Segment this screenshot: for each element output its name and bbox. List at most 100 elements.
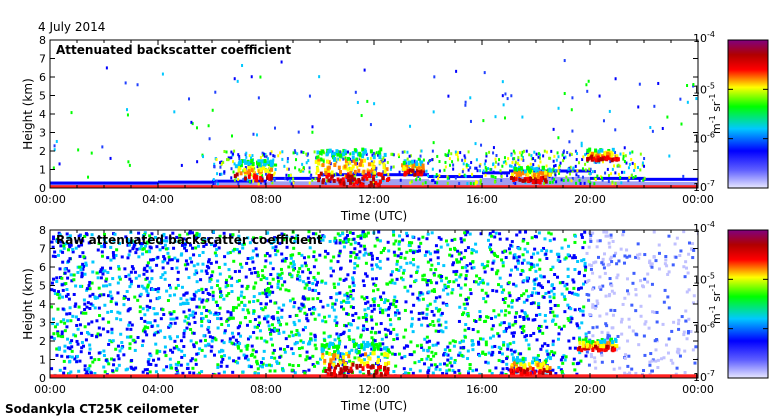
noise-cell (261, 308, 265, 312)
noise-cell (489, 336, 493, 340)
noise-cell (395, 259, 399, 263)
noise-cell (70, 355, 74, 359)
noise-cell (255, 362, 259, 366)
noise-cell (484, 319, 488, 323)
noise-cell (145, 276, 149, 280)
speckle-cell (427, 161, 430, 165)
noise-cell (357, 316, 361, 320)
noise-cell (370, 318, 374, 322)
noise-cell (141, 329, 145, 333)
noise-cell (329, 259, 333, 263)
noise-cell (626, 289, 630, 293)
noise-cell (362, 340, 366, 344)
noise-cell (426, 348, 430, 352)
cloud-cell (606, 155, 610, 160)
noise-cell (529, 265, 533, 269)
speckle-cell (628, 175, 631, 179)
noise-cell (573, 292, 577, 296)
noise-cell (584, 332, 588, 336)
noise-cell (176, 277, 180, 281)
noise-cell (435, 281, 439, 285)
speckle-cell (502, 103, 505, 107)
speckle-cell (593, 160, 596, 164)
noise-cell (517, 255, 521, 259)
noise-cell (189, 339, 193, 343)
noise-cell (277, 331, 281, 335)
noise-cell (387, 305, 391, 309)
cloud-event (314, 147, 391, 188)
noise-cell (614, 348, 618, 352)
speckle-cell (375, 175, 378, 179)
speckle-cell (416, 160, 419, 164)
noise-cell (196, 244, 200, 248)
speckle-cell (510, 94, 513, 98)
noise-cell (458, 351, 462, 355)
noise-cell (474, 319, 478, 323)
noise-cell (155, 351, 159, 355)
cloud-cell (337, 344, 341, 349)
noise-cell (424, 316, 428, 320)
speckle-cell (429, 158, 432, 162)
noise-cell (83, 272, 87, 276)
noise-cell (334, 298, 338, 302)
speckle-cell (518, 151, 521, 155)
speckle-cell (418, 177, 421, 181)
noise-cell (577, 326, 581, 330)
noise-cell (589, 355, 593, 359)
noise-cell (510, 352, 514, 356)
boundary-layer-top (536, 169, 591, 173)
cloud-cell (611, 147, 615, 152)
noise-cell (445, 372, 449, 376)
noise-cell (225, 319, 229, 323)
noise-cell (242, 353, 246, 357)
cloud-cell (537, 172, 541, 177)
noise-cell (501, 360, 505, 364)
noise-cell (72, 333, 76, 337)
noise-cell (580, 321, 584, 325)
noise-cell (447, 368, 451, 372)
noise-cell (131, 267, 135, 271)
speckle-cell (446, 181, 449, 185)
cloud-cell (250, 158, 254, 163)
noise-cell (417, 359, 421, 363)
noise-cell (403, 354, 407, 358)
noise-cell (91, 270, 95, 274)
noise-cell (116, 291, 120, 295)
noise-cell (379, 297, 383, 301)
noise-cell (573, 368, 577, 372)
noise-cell (55, 276, 59, 280)
speckle-cell (415, 178, 418, 182)
noise-cell (678, 354, 682, 358)
noise-cell (352, 237, 356, 241)
speckle-cell (537, 152, 540, 156)
cloud-cell (591, 339, 595, 344)
noise-cell (687, 241, 691, 245)
speckle-cell (438, 160, 441, 164)
noise-cell (492, 309, 496, 313)
noise-cell (562, 354, 566, 358)
cloud-cell (243, 169, 247, 174)
noise-cell (115, 302, 119, 306)
noise-cell (104, 240, 108, 244)
noise-cell (352, 251, 356, 255)
speckle-cell (273, 154, 276, 158)
speckle-cell (558, 171, 561, 175)
speckle-cell (277, 154, 280, 158)
cloud-cell (347, 369, 351, 374)
noise-cell (464, 277, 468, 281)
noise-cell (682, 330, 686, 334)
noise-cell (260, 365, 264, 369)
noise-cell (306, 268, 310, 272)
speckle-cell (448, 149, 451, 153)
noise-cell (489, 248, 493, 252)
noise-cell (131, 247, 135, 251)
noise-cell (442, 362, 446, 366)
noise-cell (498, 323, 502, 327)
cloud-cell (360, 159, 364, 164)
noise-cell (333, 285, 337, 289)
noise-cell (146, 372, 150, 376)
noise-cell (231, 233, 235, 237)
noise-cell (553, 351, 557, 355)
noise-cell (345, 312, 349, 316)
speckle-cell (624, 154, 627, 158)
